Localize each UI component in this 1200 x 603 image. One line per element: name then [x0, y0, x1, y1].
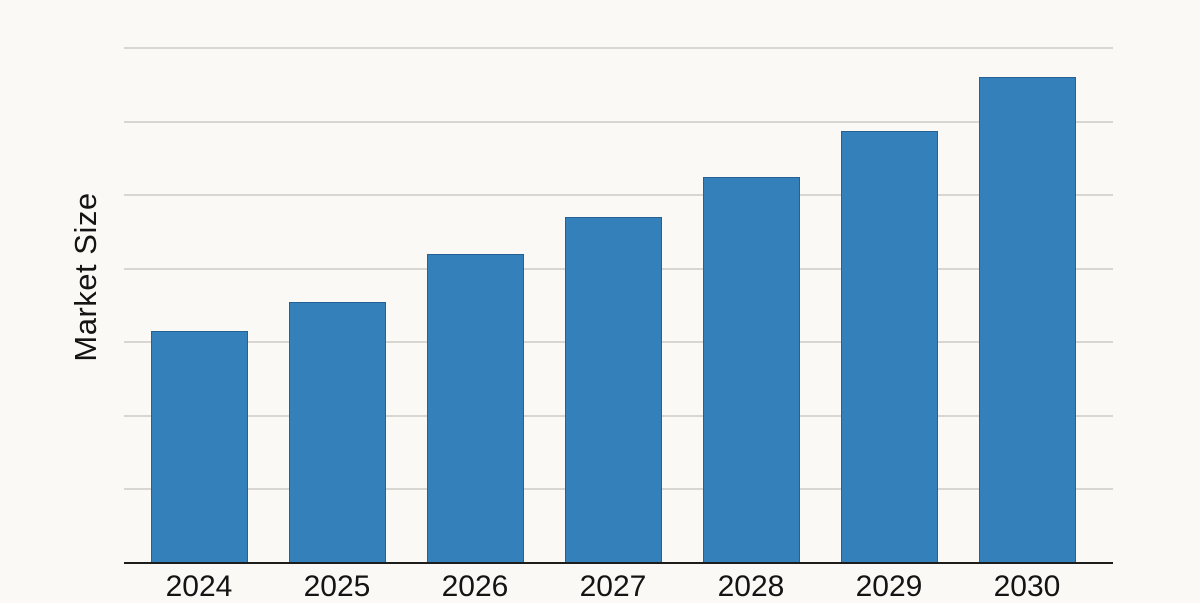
x-tick-label-2030: 2030 [993, 570, 1061, 603]
bar-2025 [288, 301, 386, 563]
bar-2024 [150, 331, 248, 563]
bar-2029 [840, 131, 938, 563]
horizontal-gridline [124, 194, 1113, 197]
x-axis-line [124, 562, 1113, 564]
bar-2030 [978, 77, 1076, 563]
horizontal-gridline [124, 120, 1113, 123]
x-tick-label-2024: 2024 [165, 570, 233, 603]
x-tick-label-2029: 2029 [855, 570, 923, 603]
horizontal-gridline [124, 47, 1113, 49]
x-tick-label-2025: 2025 [303, 570, 371, 603]
x-tick-label-2028: 2028 [717, 570, 785, 603]
x-tick-label-2027: 2027 [579, 570, 647, 603]
bar-2026 [426, 254, 524, 563]
bar-2027 [564, 217, 662, 563]
x-tick-label-2026: 2026 [441, 570, 509, 603]
bar-2028 [702, 176, 800, 563]
y-axis-label: Market Size [68, 192, 103, 362]
